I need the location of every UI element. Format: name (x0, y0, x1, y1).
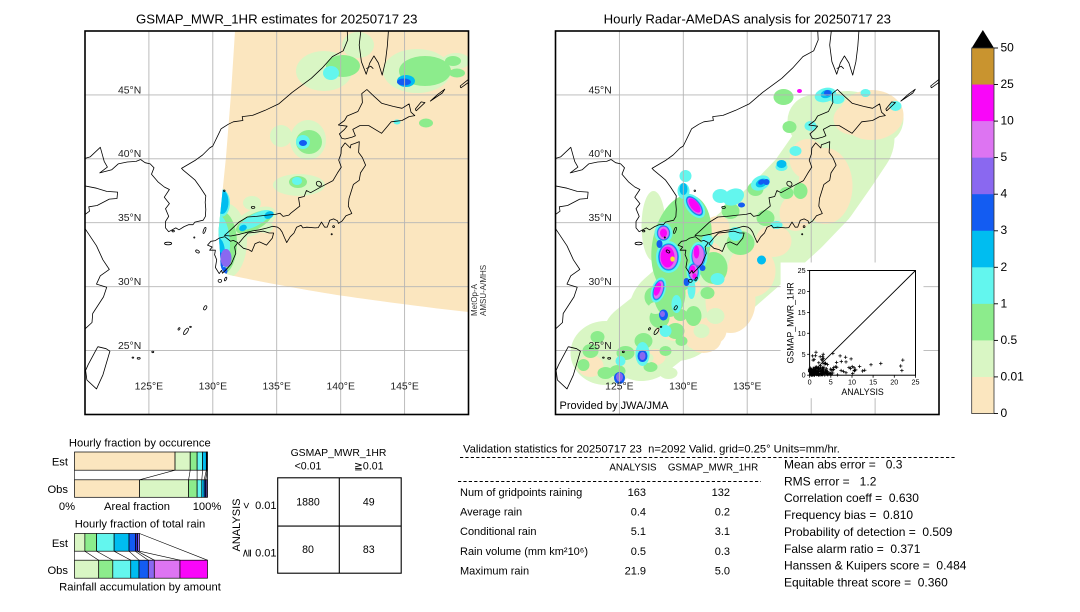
svg-text:GSMAP_MWR_1HR: GSMAP_MWR_1HR (786, 282, 796, 363)
svg-text:5: 5 (802, 350, 806, 359)
svg-text:ANALYSIS: ANALYSIS (231, 499, 243, 552)
svg-text:MetOp-A: MetOp-A (470, 283, 479, 316)
svg-text:Rain volume (mm km²10⁶): Rain volume (mm km²10⁶) (460, 546, 588, 558)
svg-text:135°E: 135°E (733, 382, 761, 393)
svg-text:15: 15 (869, 378, 877, 387)
svg-text:49: 49 (363, 497, 375, 509)
svg-text:25: 25 (1001, 77, 1015, 91)
svg-text:GSMAP_MWR_1HR: GSMAP_MWR_1HR (668, 463, 758, 474)
svg-text:0.01: 0.01 (1001, 369, 1025, 383)
svg-text:0.2: 0.2 (715, 507, 730, 519)
svg-text:20: 20 (798, 287, 806, 296)
svg-text:Correlation coeff = 0.630: Correlation coeff = 0.630 (784, 491, 919, 505)
svg-text:0.4: 0.4 (631, 507, 646, 519)
svg-text:25°N: 25°N (589, 341, 612, 352)
svg-text:10: 10 (1001, 114, 1015, 128)
svg-text:45°N: 45°N (118, 85, 141, 96)
svg-text:125°E: 125°E (135, 382, 163, 393)
svg-text:50: 50 (1001, 41, 1015, 55)
svg-text:RMS error = 1.2: RMS error = 1.2 (784, 474, 877, 488)
svg-text:80: 80 (302, 544, 314, 556)
svg-text:≧0.01: ≧0.01 (354, 460, 384, 472)
svg-text:Est: Est (52, 538, 69, 550)
svg-text:0: 0 (808, 378, 812, 387)
svg-text:3.1: 3.1 (715, 526, 730, 538)
svg-text:ANALYSIS: ANALYSIS (609, 463, 657, 474)
svg-text:0: 0 (1001, 406, 1008, 420)
svg-text:Probability of detection = 0.: Probability of detection = 0.509 (784, 525, 953, 539)
svg-text:130°E: 130°E (199, 382, 227, 393)
svg-text:5: 5 (1001, 150, 1008, 164)
svg-text:1880: 1880 (296, 497, 320, 509)
svg-text:21.9: 21.9 (625, 565, 646, 577)
svg-text:1: 1 (1001, 296, 1008, 310)
svg-text:10: 10 (798, 329, 806, 338)
svg-text:135°E: 135°E (262, 382, 290, 393)
svg-text:Areal fraction: Areal fraction (104, 501, 170, 513)
svg-text:Hourly fraction by occurence: Hourly fraction by occurence (69, 438, 211, 450)
svg-text:<0.01: <0.01 (295, 460, 322, 472)
svg-text:145°E: 145°E (390, 382, 418, 393)
svg-text:0.01: 0.01 (255, 548, 276, 560)
svg-text:≧: ≧ (241, 548, 253, 557)
svg-text:Hourly Radar-AMeDAS analysis f: Hourly Radar-AMeDAS analysis for 2025071… (604, 12, 891, 27)
svg-text:30°N: 30°N (589, 277, 612, 288)
svg-text:10: 10 (848, 378, 856, 387)
svg-text:5.1: 5.1 (631, 526, 646, 538)
svg-text:40°N: 40°N (589, 149, 612, 160)
svg-text:20: 20 (890, 378, 898, 387)
svg-text:False alarm ratio = 0.371: False alarm ratio = 0.371 (784, 542, 921, 556)
svg-text:Provided by JWA/JMA: Provided by JWA/JMA (560, 400, 670, 412)
svg-text:Rainfall accumulation by amoun: Rainfall accumulation by amount (59, 582, 222, 594)
svg-text:40°N: 40°N (118, 149, 141, 160)
svg-text:Equitable threat score = 0.36: Equitable threat score = 0.360 (784, 575, 948, 589)
svg-text:Obs: Obs (47, 484, 68, 496)
svg-text:140°E: 140°E (326, 382, 354, 393)
svg-text:Average rain: Average rain (460, 507, 522, 519)
svg-text:0.3: 0.3 (715, 546, 730, 558)
svg-text:GSMAP_MWR_1HR: GSMAP_MWR_1HR (291, 448, 387, 459)
svg-text:35°N: 35°N (118, 213, 141, 224)
svg-text:Validation statistics for 2025: Validation statistics for 20250717 23 n=… (463, 444, 840, 456)
svg-text:0%: 0% (59, 501, 75, 513)
svg-text:ANALYSIS: ANALYSIS (841, 387, 884, 397)
svg-text:15: 15 (798, 308, 806, 317)
svg-text:25: 25 (798, 266, 806, 275)
svg-text:Maximum rain: Maximum rain (460, 565, 529, 577)
svg-text:125°E: 125°E (605, 382, 633, 393)
svg-text:Est: Est (52, 457, 69, 469)
svg-text:0.5: 0.5 (631, 546, 646, 558)
svg-text:Num of gridpoints raining: Num of gridpoints raining (460, 487, 582, 499)
svg-text:163: 163 (628, 487, 646, 499)
svg-text:Obs: Obs (47, 565, 68, 577)
svg-text:100%: 100% (193, 501, 222, 513)
svg-text:25°N: 25°N (118, 341, 141, 352)
svg-text:GSMAP_MWR_1HR estimates for 20: GSMAP_MWR_1HR estimates for 20250717 23 (136, 12, 417, 27)
svg-text:0.01: 0.01 (255, 500, 276, 512)
svg-text:2: 2 (1001, 260, 1008, 274)
svg-text:AMSU-A/MHS: AMSU-A/MHS (479, 265, 488, 316)
svg-text:Frequency bias = 0.810: Frequency bias = 0.810 (784, 508, 913, 522)
svg-text:30°N: 30°N (118, 277, 141, 288)
svg-text:0.5: 0.5 (1001, 333, 1018, 347)
svg-text:83: 83 (363, 544, 375, 556)
svg-text:Hourly fraction of total rain: Hourly fraction of total rain (75, 519, 206, 531)
svg-text:132: 132 (712, 487, 730, 499)
svg-text:45°N: 45°N (589, 85, 612, 96)
svg-text:<: < (241, 502, 253, 508)
svg-text:130°E: 130°E (669, 382, 697, 393)
svg-text:5: 5 (829, 378, 833, 387)
svg-text:4: 4 (1001, 187, 1008, 201)
svg-text:3: 3 (1001, 223, 1008, 237)
svg-text:35°N: 35°N (589, 213, 612, 224)
svg-text:25: 25 (912, 378, 920, 387)
svg-text:Hanssen & Kuipers score = 0.4: Hanssen & Kuipers score = 0.484 (784, 559, 967, 573)
svg-text:0: 0 (802, 371, 806, 380)
svg-text:Mean abs error = 0.3: Mean abs error = 0.3 (784, 458, 903, 472)
svg-text:5.0: 5.0 (715, 565, 730, 577)
svg-text:Conditional rain: Conditional rain (460, 526, 536, 538)
